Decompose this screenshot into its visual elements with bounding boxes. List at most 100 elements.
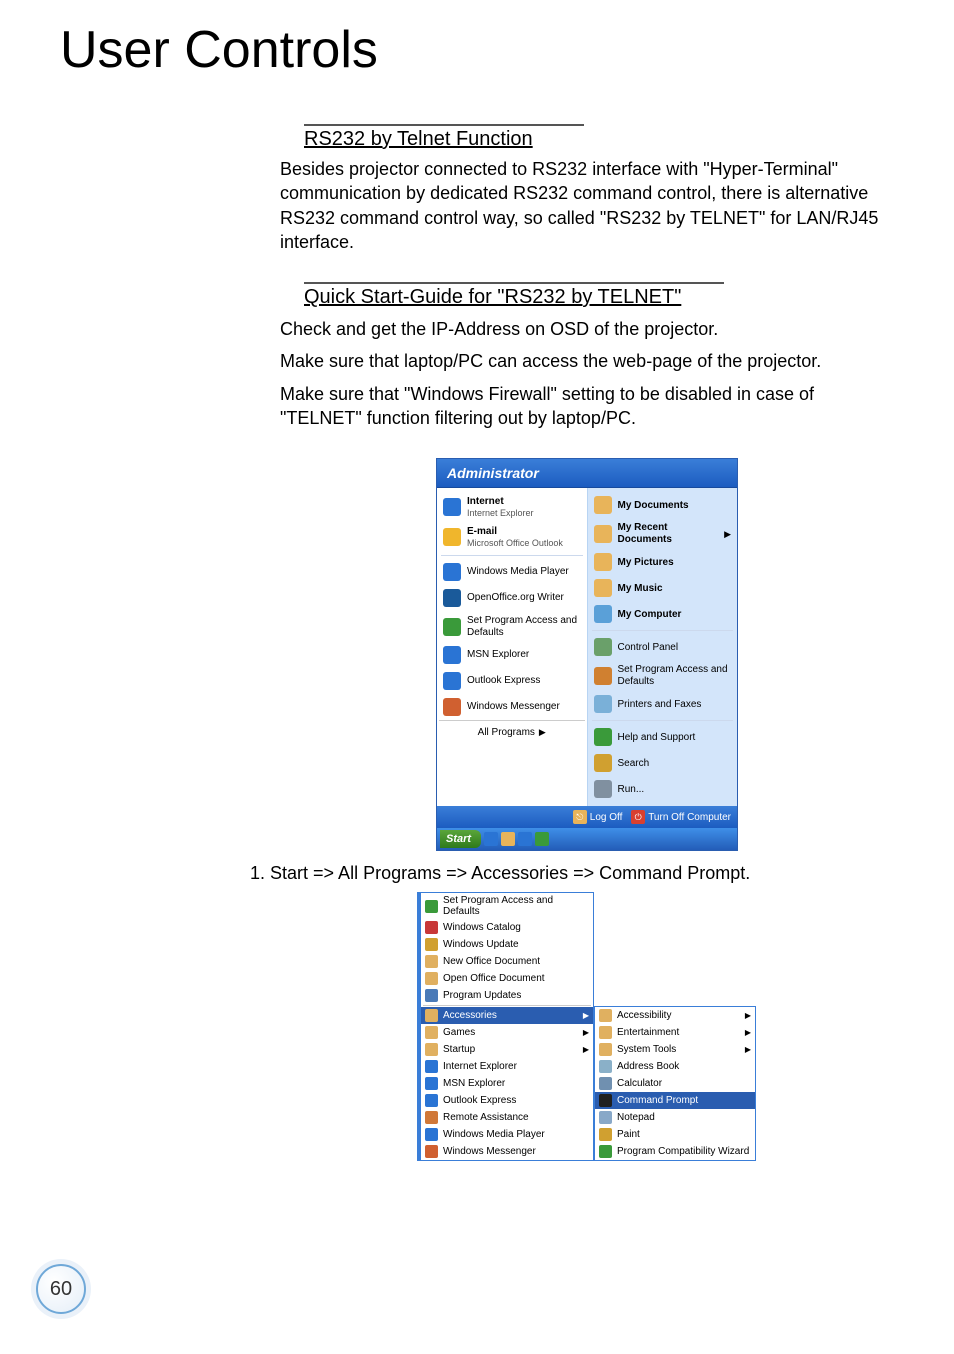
section-body-2: Check and get the IP-Address on OSD of t… [280, 317, 894, 430]
start-menu-right-item[interactable]: Run... [590, 776, 736, 802]
programs-menu-item[interactable]: Open Office Document [421, 970, 593, 987]
pinned-subtitle: Internet Explorer [467, 508, 534, 518]
programs-menu-item[interactable]: MSN Explorer [421, 1075, 593, 1092]
menu-label: Windows Media Player [467, 566, 569, 578]
taskbar-icon[interactable] [535, 832, 549, 846]
taskbar-icon[interactable] [501, 832, 515, 846]
all-programs-item[interactable]: All Programs▶ [439, 720, 585, 744]
programs-menu-item[interactable]: Windows Messenger [421, 1143, 593, 1160]
taskbar-icon[interactable] [518, 832, 532, 846]
menu-label: Set Program Access and Defaults [443, 895, 589, 917]
app-icon [425, 989, 438, 1002]
separator [592, 630, 734, 631]
programs-menu-item[interactable]: Remote Assistance [421, 1109, 593, 1126]
start-menu-right-item[interactable]: My Music [590, 575, 736, 601]
folder-icon [425, 1026, 438, 1039]
start-menu-right-item[interactable]: Printers and Faxes [590, 691, 736, 717]
start-button-label: Start [446, 833, 471, 845]
log-off-button[interactable]: ⎋ Log Off [573, 810, 623, 824]
app-icon [599, 1009, 612, 1022]
menu-label: Remote Assistance [443, 1112, 529, 1123]
app-icon [599, 1111, 612, 1124]
menu-label: Search [618, 758, 650, 770]
start-menu-right-item[interactable]: Control Panel [590, 634, 736, 660]
folder-icon [594, 780, 612, 798]
start-menu-pinned-item[interactable]: E-mailMicrosoft Office Outlook [439, 522, 585, 552]
start-menu-right-item[interactable]: Search [590, 750, 736, 776]
start-menu-item[interactable]: Set Program Access and Defaults [439, 611, 585, 642]
app-icon [425, 938, 438, 951]
logoff-icon: ⎋ [573, 810, 587, 824]
folder-icon [425, 1094, 438, 1107]
app-icon [599, 1060, 612, 1073]
accessories-menu-item[interactable]: Accessibility▶ [595, 1007, 755, 1024]
start-menu-pinned-item[interactable]: InternetInternet Explorer [439, 492, 585, 522]
turn-off-button[interactable]: ⏻ Turn Off Computer [631, 810, 731, 824]
accessories-menu-item[interactable]: Program Compatibility Wizard [595, 1143, 755, 1160]
programs-menu-item[interactable]: Internet Explorer [421, 1058, 593, 1075]
start-menu-right-item[interactable]: Set Program Access and Defaults [590, 660, 736, 691]
app-icon [425, 900, 438, 913]
menu-label: System Tools [617, 1044, 676, 1055]
programs-menu-item[interactable]: Games▶ [421, 1024, 593, 1041]
folder-icon [594, 496, 612, 514]
programs-menu-item[interactable]: Startup ▶ [421, 1041, 593, 1058]
section2-p2: Make sure that laptop/PC can access the … [280, 349, 894, 373]
programs-menu-item[interactable]: Accessories ▶ [421, 1007, 593, 1024]
start-menu-right-item[interactable]: My Documents [590, 492, 736, 518]
programs-menu-item[interactable]: Set Program Access and Defaults [421, 893, 593, 919]
arrow-icon: ▶ [579, 1011, 589, 1020]
app-icon [599, 1077, 612, 1090]
programs-menu-item[interactable]: Windows Update [421, 936, 593, 953]
app-icon [599, 1094, 612, 1107]
app-icon [443, 563, 461, 581]
start-menu-item[interactable]: Windows Messenger [439, 694, 585, 720]
start-menu-right-item[interactable]: My Recent Documents▶ [590, 518, 736, 549]
folder-icon [425, 1128, 438, 1141]
menu-label: Control Panel [618, 642, 679, 654]
programs-menu-item[interactable]: Windows Media Player [421, 1126, 593, 1143]
app-icon [443, 698, 461, 716]
arrow-icon: ▶ [724, 529, 731, 539]
start-menu-screenshot: Administrator InternetInternet ExplorerE… [436, 458, 738, 851]
start-button[interactable]: Start [440, 830, 481, 848]
separator [423, 1005, 591, 1006]
accessories-menu-item[interactable]: Command Prompt [595, 1092, 755, 1109]
section-heading-1: RS232 by Telnet Function [304, 124, 584, 151]
menu-label: Internet Explorer [443, 1061, 517, 1072]
menu-label: Run... [618, 784, 645, 796]
accessories-menu-item[interactable]: System Tools▶ [595, 1041, 755, 1058]
taskbar-icon[interactable] [484, 832, 498, 846]
accessories-menu-item[interactable]: Calculator [595, 1075, 755, 1092]
menu-label: Notepad [617, 1112, 655, 1123]
start-menu-item[interactable]: Outlook Express [439, 668, 585, 694]
menu-label: Startup [443, 1044, 475, 1055]
programs-menu-item[interactable]: Outlook Express [421, 1092, 593, 1109]
section-body-1: Besides projector connected to RS232 int… [280, 157, 894, 254]
section2-p3: Make sure that "Windows Firewall" settin… [280, 382, 894, 431]
menu-label: Accessories [443, 1010, 497, 1021]
accessories-menu-item[interactable]: Address Book [595, 1058, 755, 1075]
accessories-menu-item[interactable]: Notepad [595, 1109, 755, 1126]
start-menu-right-item[interactable]: My Computer [590, 601, 736, 627]
arrow-icon: ▶ [579, 1045, 589, 1054]
start-menu-right-item[interactable]: Help and Support [590, 724, 736, 750]
folder-icon [425, 1077, 438, 1090]
programs-menu-item[interactable]: New Office Document [421, 953, 593, 970]
menu-label: Open Office Document [443, 973, 545, 984]
start-menu-item[interactable]: Windows Media Player [439, 559, 585, 585]
accessories-menu-item[interactable]: Entertainment▶ [595, 1024, 755, 1041]
app-icon [443, 618, 461, 636]
folder-icon [594, 667, 612, 685]
app-icon [443, 498, 461, 516]
menu-label: Command Prompt [617, 1095, 698, 1106]
programs-menu-item[interactable]: Program Updates [421, 987, 593, 1004]
menu-label: Windows Catalog [443, 922, 521, 933]
programs-menu-item[interactable]: Windows Catalog [421, 919, 593, 936]
accessories-menu-item[interactable]: Paint [595, 1126, 755, 1143]
start-menu-item[interactable]: MSN Explorer [439, 642, 585, 668]
start-menu-item[interactable]: OpenOffice.org Writer [439, 585, 585, 611]
folder-icon [594, 754, 612, 772]
start-menu-right-item[interactable]: My Pictures [590, 549, 736, 575]
folder-icon [594, 553, 612, 571]
